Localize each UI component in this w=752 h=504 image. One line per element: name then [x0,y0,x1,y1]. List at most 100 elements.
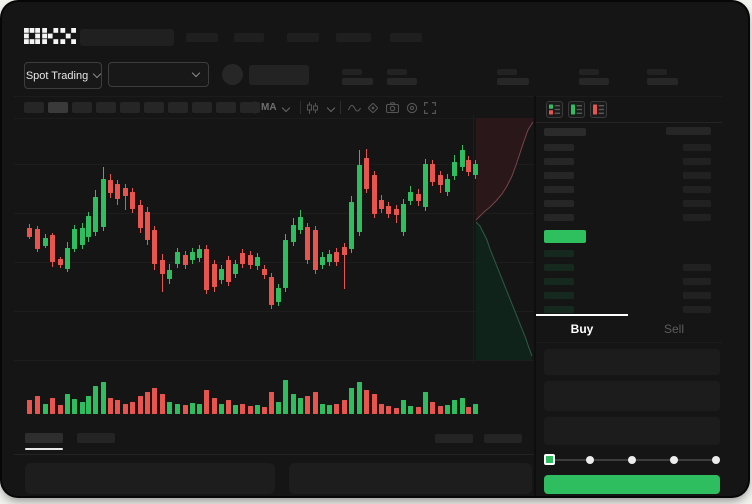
candle [58,259,63,265]
buy-submit-button[interactable] [544,475,720,494]
bottom-action-placeholder[interactable] [484,434,522,443]
nav-item-placeholder[interactable] [186,33,218,42]
candle [313,230,318,270]
volume-bar [197,404,202,414]
candle [372,175,377,214]
volume-bar [298,398,303,414]
slider-stop[interactable] [628,456,636,464]
book-bids-icon[interactable] [568,101,585,118]
price-input-placeholder[interactable] [544,349,720,375]
nav-item-placeholder[interactable] [390,33,422,42]
stat-value-placeholder [579,78,609,85]
volume-bar [269,392,274,414]
candle [93,197,98,232]
gridline [14,360,534,361]
candle [269,277,274,305]
volume-bar [130,402,135,414]
tag-eraser-icon[interactable] [367,102,379,114]
candle [86,216,91,237]
bottom-action-placeholder[interactable] [435,434,473,443]
slider-handle[interactable] [544,454,555,465]
timeframe-chip[interactable] [48,102,68,113]
chevron-down-icon[interactable] [281,103,291,113]
candle [327,254,332,262]
ask-amount-placeholder [683,214,711,221]
volume-bar [416,407,421,414]
chevron-down-icon[interactable] [326,103,336,113]
last-price-highlight [544,230,586,243]
ask-price-placeholder [544,172,574,179]
volume-bar [123,404,128,414]
ma-indicator-button[interactable]: MA [261,102,277,113]
target-settings-icon[interactable] [406,102,418,114]
chart-pane[interactable] [14,115,534,422]
timeframe-chip[interactable] [240,102,260,113]
candle [291,225,296,242]
stat-label-placeholder [647,69,667,75]
search-input[interactable] [80,29,174,46]
line-drawing-icon[interactable] [348,104,361,112]
bottom-tab-placeholder[interactable] [77,433,115,443]
volume-bar [226,400,231,414]
stat-value-placeholder [342,78,373,85]
candle [43,238,48,246]
nav-item-placeholder[interactable] [287,33,319,42]
candle [283,240,288,288]
nav-item-placeholder[interactable] [336,33,371,42]
candle [262,269,267,275]
volume-bar [72,399,77,414]
volume-bar [101,382,106,414]
tab-sell[interactable]: Sell [663,322,684,336]
total-input-placeholder[interactable] [544,417,720,445]
amount-input-placeholder[interactable] [544,381,720,411]
candle [27,228,32,237]
volume-bar [219,404,224,414]
slider-stop[interactable] [670,456,678,464]
timeframe-chip[interactable] [72,102,92,113]
book-combined-icon[interactable] [546,101,563,118]
volume-bar [452,400,457,414]
volume-bar [379,404,384,414]
fullscreen-expand-icon[interactable] [424,102,436,114]
bid-amount-placeholder [683,306,711,313]
candle [473,164,478,175]
tab-buy[interactable]: Buy [570,322,594,336]
volume-bar [233,405,238,414]
timeframe-chip[interactable] [216,102,236,113]
timeframe-chip[interactable] [168,102,188,113]
candle-wick [125,184,126,210]
market-type-dropdown[interactable]: Spot Trading [24,62,102,89]
pair-dropdown[interactable] [108,62,209,87]
candle [305,227,310,260]
bid-price-placeholder [544,292,574,299]
bottom-panel-placeholder [289,463,532,494]
volume-bar [43,404,48,414]
candle [190,252,195,260]
timeframe-chip[interactable] [192,102,212,113]
book-asks-icon[interactable] [590,101,607,118]
volume-bar [58,405,63,414]
nav-item-placeholder[interactable] [234,33,264,42]
volume-bar [460,398,465,414]
timeframe-chip[interactable] [96,102,116,113]
camera-icon[interactable] [386,102,399,113]
volume-bar [305,396,310,414]
timeframe-chip[interactable] [120,102,140,113]
ask-amount-placeholder [683,172,711,179]
stat-value-placeholder [497,78,529,85]
volume-bar [327,405,332,414]
bottom-tab-active-placeholder[interactable] [25,433,63,443]
candle [233,264,238,274]
candle [160,260,165,274]
candle-wick [344,243,345,289]
volume-bar [35,396,40,414]
okx-logo[interactable] [24,28,76,44]
timeframe-chip[interactable] [24,102,44,113]
slider-stop[interactable] [712,456,720,464]
timeframe-chip[interactable] [144,102,164,113]
volume-bar [93,386,98,414]
slider-stop[interactable] [586,456,594,464]
candle-style-icon[interactable] [307,102,318,114]
bid-price-placeholder [544,250,574,257]
orderbook-amount-header-placeholder [666,127,711,135]
